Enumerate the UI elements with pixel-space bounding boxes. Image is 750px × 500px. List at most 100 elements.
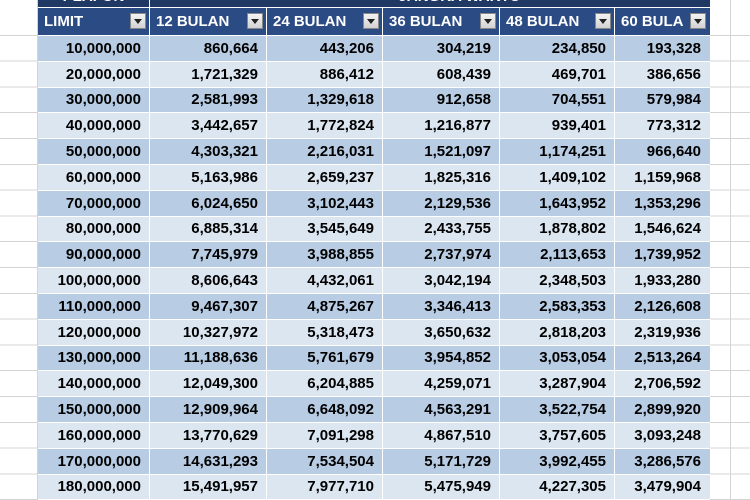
cell-text: 1,878,802 <box>539 220 606 238</box>
column-header: 48 BULAN <box>500 8 615 36</box>
cell-text: 3,442,657 <box>191 117 258 135</box>
table-cell: 443,206 <box>267 36 383 62</box>
table-cell: 2,126,608 <box>615 294 710 320</box>
cell-text: 1,933,280 <box>634 272 701 290</box>
column-header: 24 BULAN <box>267 8 383 36</box>
table-cell: 6,204,885 <box>267 371 383 398</box>
cell-text: 2,216,031 <box>307 143 374 161</box>
table-cell: 80,000,000 <box>38 216 150 243</box>
table-cell: 5,318,473 <box>267 319 383 346</box>
table-cell: 3,442,657 <box>150 113 267 140</box>
cell-text: 180,000,000 <box>57 478 141 496</box>
cell-text: 15,491,957 <box>182 478 258 496</box>
cell-text: 860,664 <box>203 39 258 57</box>
filter-dropdown[interactable] <box>690 13 706 29</box>
table-cell: 2,818,203 <box>500 319 615 346</box>
table-cell: 4,875,267 <box>267 294 383 320</box>
table-cell: 7,977,710 <box>267 474 383 500</box>
cell-text: 5,163,986 <box>191 168 258 186</box>
table-cell: 1,353,296 <box>615 190 710 217</box>
cell-text: 234,850 <box>551 39 606 57</box>
cell-text: 193,328 <box>646 39 701 57</box>
cell-text: 469,701 <box>551 65 606 83</box>
cell-text: 6,648,092 <box>307 401 374 419</box>
table-cell: 90,000,000 <box>38 242 150 269</box>
table-cell: 160,000,000 <box>38 423 150 449</box>
filter-dropdown[interactable] <box>480 13 496 29</box>
cell-text: 3,286,576 <box>634 452 701 470</box>
table-cell: 1,933,280 <box>615 268 710 294</box>
cell-text: 2,581,993 <box>191 91 258 109</box>
table-cell: 2,433,755 <box>383 216 500 243</box>
cell-text: 4,875,267 <box>307 297 374 315</box>
filter-dropdown[interactable] <box>247 13 263 29</box>
cell-text: 30,000,000 <box>65 91 141 109</box>
cell-text: 7,745,979 <box>191 246 258 264</box>
cell-text: 3,992,455 <box>539 452 606 470</box>
table-cell: 1,216,877 <box>383 113 500 140</box>
table-cell: 3,287,904 <box>500 371 615 398</box>
table-cell: 4,867,510 <box>383 423 500 449</box>
cell-text: 3,042,194 <box>424 272 491 290</box>
cell-text: 5,475,949 <box>424 478 491 496</box>
cell-text: 386,656 <box>646 65 701 83</box>
table-cell: 3,650,632 <box>383 319 500 346</box>
cell-text: 1,546,624 <box>634 220 701 238</box>
table-cell: 886,412 <box>267 61 383 88</box>
cell-text: 1,721,329 <box>191 65 258 83</box>
table-cell: 193,328 <box>615 36 710 62</box>
column-header: 36 BULAN <box>383 8 500 36</box>
table-cell: 3,992,455 <box>500 448 615 475</box>
cell-text: 11,188,636 <box>183 349 258 367</box>
cell-text: 3,650,632 <box>424 323 491 341</box>
table-cell: 180,000,000 <box>38 474 150 500</box>
filter-dropdown[interactable] <box>363 13 379 29</box>
cell-text: 3,479,904 <box>634 478 701 496</box>
table-cell: 14,631,293 <box>150 448 267 475</box>
cell-text: 443,206 <box>319 39 374 57</box>
cell-text: 4,867,510 <box>424 426 491 444</box>
table-cell: 704,551 <box>500 87 615 114</box>
table-cell: 4,259,071 <box>383 371 500 398</box>
cell-text: 60,000,000 <box>65 168 141 186</box>
table-cell: 4,432,061 <box>267 268 383 294</box>
cell-text: 1,825,316 <box>424 168 491 186</box>
table-cell: 9,467,307 <box>150 294 267 320</box>
table-cell: 3,093,248 <box>615 423 710 449</box>
table-cell: 1,825,316 <box>383 165 500 191</box>
table-cell: 773,312 <box>615 113 710 140</box>
column-header: LIMIT <box>38 8 150 36</box>
table-cell: 40,000,000 <box>38 113 150 140</box>
cell-text: 3,988,855 <box>307 246 374 264</box>
table-cell: 3,042,194 <box>383 268 500 294</box>
table-cell: 7,745,979 <box>150 242 267 269</box>
table-cell: 3,286,576 <box>615 448 710 475</box>
table-cell: 5,163,986 <box>150 165 267 191</box>
table-cell: 7,534,504 <box>267 448 383 475</box>
cell-text: 60 BULA <box>621 13 684 30</box>
cell-text: 3,757,605 <box>539 426 606 444</box>
cell-text: 2,113,653 <box>540 246 606 264</box>
table-cell: 6,648,092 <box>267 397 383 423</box>
cell-text: PLAFON <box>63 0 125 5</box>
cell-text: 3,287,904 <box>539 375 606 393</box>
cell-text: 160,000,000 <box>57 426 141 444</box>
table-cell: 130,000,000 <box>38 345 150 372</box>
table-cell: 966,640 <box>615 139 710 165</box>
cell-text: 886,412 <box>319 65 374 83</box>
cell-text: 2,737,974 <box>424 246 491 264</box>
cell-text: 4,303,321 <box>191 143 258 161</box>
filter-dropdown[interactable] <box>595 13 611 29</box>
cell-text: 3,053,054 <box>539 349 606 367</box>
table-cell: 4,563,291 <box>383 397 500 423</box>
table-cell: 2,583,353 <box>500 294 615 320</box>
cell-text: 912,658 <box>436 91 491 109</box>
table-cell: 469,701 <box>500 61 615 88</box>
table-cell: 2,348,503 <box>500 268 615 294</box>
cell-text: 6,885,314 <box>191 220 258 238</box>
cell-text: 150,000,000 <box>57 401 141 419</box>
cell-text: 24 BULAN <box>273 13 347 30</box>
table-cell: 579,984 <box>615 87 710 114</box>
filter-dropdown[interactable] <box>130 13 146 29</box>
table-cell: 939,401 <box>500 113 615 140</box>
